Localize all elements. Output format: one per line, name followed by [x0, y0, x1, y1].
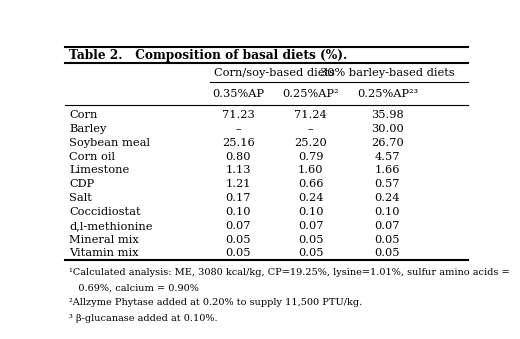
Text: 0.25%AP²³: 0.25%AP²³ — [357, 88, 418, 99]
Text: ²Allzyme Phytase added at 0.20% to supply 11,500 PTU/kg.: ²Allzyme Phytase added at 0.20% to suppl… — [69, 298, 362, 307]
Text: –: – — [236, 124, 241, 134]
Text: 0.05: 0.05 — [298, 235, 323, 244]
Text: ¹Calculated analysis: ME, 3080 kcal/kg, CP=19.25%, lysine=1.01%, sulfur amino ac: ¹Calculated analysis: ME, 3080 kcal/kg, … — [69, 268, 510, 277]
Text: 0.80: 0.80 — [226, 152, 251, 162]
Text: –: – — [308, 124, 314, 134]
Text: 0.35%AP: 0.35%AP — [212, 88, 264, 99]
Text: 0.66: 0.66 — [298, 179, 323, 189]
Text: 0.57: 0.57 — [374, 179, 400, 189]
Text: 1.13: 1.13 — [226, 165, 251, 175]
Text: ³ β-glucanase added at 0.10%.: ³ β-glucanase added at 0.10%. — [69, 314, 218, 323]
Text: 0.05: 0.05 — [226, 248, 251, 258]
Text: 1.21: 1.21 — [226, 179, 251, 189]
Text: 0.05: 0.05 — [226, 235, 251, 244]
Text: Coccidiostat: Coccidiostat — [69, 207, 140, 217]
Text: Soybean meal: Soybean meal — [69, 138, 150, 148]
Text: 0.10: 0.10 — [226, 207, 251, 217]
Text: Mineral mix: Mineral mix — [69, 235, 139, 244]
Text: 0.05: 0.05 — [374, 248, 400, 258]
Text: Vitamin mix: Vitamin mix — [69, 248, 138, 258]
Text: 0.07: 0.07 — [374, 221, 400, 231]
Text: 0.10: 0.10 — [374, 207, 400, 217]
Text: Corn oil: Corn oil — [69, 152, 115, 162]
Text: 0.25%AP²: 0.25%AP² — [282, 88, 339, 99]
Text: Corn/soy-based diets: Corn/soy-based diets — [214, 68, 335, 78]
Text: 30.00: 30.00 — [371, 124, 404, 134]
Text: 0.07: 0.07 — [226, 221, 251, 231]
Text: 4.57: 4.57 — [374, 152, 400, 162]
Text: CDP: CDP — [69, 179, 94, 189]
Text: Table 2.   Composition of basal diets (%).: Table 2. Composition of basal diets (%). — [69, 48, 347, 62]
Text: Limestone: Limestone — [69, 165, 129, 175]
Text: 25.16: 25.16 — [222, 138, 255, 148]
Text: 1.60: 1.60 — [298, 165, 323, 175]
Text: 0.05: 0.05 — [374, 235, 400, 244]
Text: 71.23: 71.23 — [222, 110, 255, 120]
Text: 30% barley-based diets: 30% barley-based diets — [320, 68, 455, 78]
Text: 0.07: 0.07 — [298, 221, 323, 231]
Text: 0.10: 0.10 — [298, 207, 323, 217]
Text: 0.69%, calcium = 0.90%: 0.69%, calcium = 0.90% — [69, 283, 199, 292]
Text: 1.66: 1.66 — [374, 165, 400, 175]
Text: 0.17: 0.17 — [226, 193, 251, 203]
Text: 71.24: 71.24 — [294, 110, 327, 120]
Text: 25.20: 25.20 — [294, 138, 327, 148]
Text: 0.05: 0.05 — [298, 248, 323, 258]
Text: 35.98: 35.98 — [371, 110, 404, 120]
Text: 0.24: 0.24 — [298, 193, 323, 203]
Text: 0.24: 0.24 — [374, 193, 400, 203]
Text: d,l-methionine: d,l-methionine — [69, 221, 152, 231]
Text: Barley: Barley — [69, 124, 107, 134]
Text: Corn: Corn — [69, 110, 97, 120]
Text: 0.79: 0.79 — [298, 152, 323, 162]
Text: Salt: Salt — [69, 193, 92, 203]
Text: 26.70: 26.70 — [371, 138, 404, 148]
